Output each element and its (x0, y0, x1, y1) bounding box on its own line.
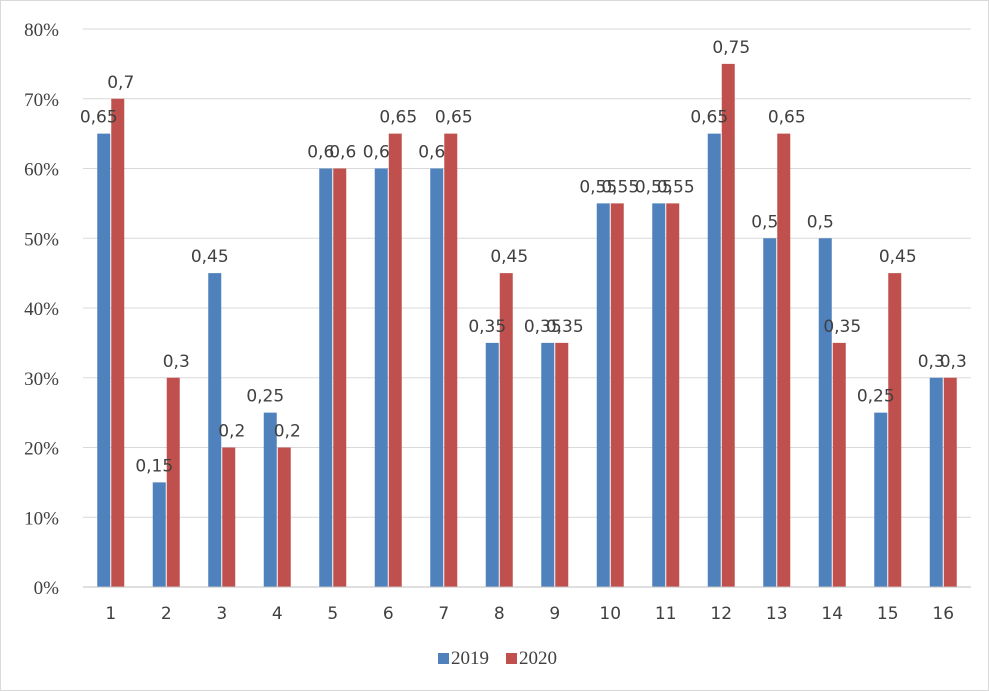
legend-label-2019: 2019 (451, 648, 489, 669)
x-tick-label: 9 (549, 604, 560, 624)
data-label: 0,65 (80, 108, 118, 128)
bar-2019-4 (263, 412, 277, 587)
bar-2019-11 (652, 203, 666, 587)
data-label: 0,7 (107, 73, 134, 93)
bar-2020-6 (388, 133, 402, 587)
data-label: 0,35 (546, 317, 584, 337)
y-tick-label: 10% (24, 508, 59, 529)
legend: 2019 2020 (438, 648, 557, 669)
bar-2019-10 (596, 203, 610, 587)
bar-2019-16 (929, 377, 943, 587)
data-label: 0,5 (807, 212, 834, 232)
y-tick-label: 40% (24, 299, 59, 320)
x-tick-label: 3 (216, 604, 227, 624)
bar-2019-1 (97, 133, 111, 587)
legend-label-2020: 2020 (519, 648, 557, 669)
data-label: 0,5 (751, 212, 778, 232)
data-label: 0,25 (246, 387, 284, 407)
bar-2020-11 (666, 203, 680, 587)
y-tick-label: 20% (24, 439, 59, 460)
bar-2019-7 (430, 168, 444, 587)
bar-2020-5 (333, 168, 347, 587)
data-label: 0,75 (712, 38, 750, 58)
bar-2020-4 (277, 447, 291, 587)
data-label: 0,65 (690, 108, 728, 128)
bars (97, 63, 957, 587)
legend-swatch-2020 (506, 653, 517, 664)
data-label: 0,45 (191, 247, 229, 267)
axes: 0%10%20%30%40%50%60%70%80%1 2 3 4 5 6 7 8 9 10 11 1… (24, 20, 971, 624)
bar-2020-16 (943, 377, 957, 587)
data-label: 0,45 (879, 247, 917, 267)
x-tick-label: 6 (383, 604, 394, 624)
bar-2020-10 (610, 203, 624, 587)
data-label: 0,55 (635, 177, 673, 197)
data-label: 0,6 (329, 143, 356, 163)
bar-2020-7 (444, 133, 458, 587)
bar-2019-5 (319, 168, 333, 587)
data-label: 0,35 (468, 317, 506, 337)
data-label: 0,3 (163, 352, 190, 372)
x-tick-label: 7 (438, 604, 449, 624)
x-tick-label: 12 (710, 604, 732, 624)
bar-2020-12 (721, 63, 735, 587)
x-tick-label: 11 (655, 604, 677, 624)
y-tick-label: 70% (24, 90, 59, 111)
y-tick-label: 80% (24, 20, 59, 41)
bar-2019-13 (763, 238, 777, 587)
bar-2020-14 (832, 342, 846, 587)
data-label: 0,3 (918, 352, 945, 372)
x-tick-label: 10 (599, 604, 621, 624)
bar-2019-14 (818, 238, 832, 587)
bar-2020-8 (499, 273, 513, 587)
data-labels: 0,650,70,150,30,450,20,250,20,60,6 0,60,6… (80, 38, 967, 477)
bar-2019-15 (874, 412, 888, 587)
data-label: 0,6 (363, 143, 390, 163)
data-label: 0,2 (274, 422, 301, 442)
x-tick-label: 1 (105, 604, 116, 624)
bar-2020-13 (777, 133, 791, 587)
bar-2020-15 (888, 273, 902, 587)
data-label: 0,55 (601, 177, 639, 197)
data-label: 0,2 (218, 422, 245, 442)
bar-2019-6 (374, 168, 388, 587)
data-label: 0,6 (418, 143, 445, 163)
bar-2019-2 (152, 482, 166, 587)
bar-2019-9 (541, 342, 555, 587)
y-tick-label: 60% (24, 160, 59, 181)
y-tick-label: 30% (24, 369, 59, 390)
bar-2020-1 (111, 98, 125, 587)
bar-2019-12 (707, 133, 721, 587)
data-label: 0,55 (579, 177, 617, 197)
data-label: 0,15 (135, 456, 173, 476)
bar-2019-3 (208, 273, 222, 587)
y-tick-label: 0% (34, 578, 60, 599)
data-label: 0,35 (823, 317, 861, 337)
x-tick-label: 13 (766, 604, 788, 624)
data-label: 0,65 (435, 108, 473, 128)
data-label: 0,25 (857, 387, 895, 407)
data-label: 0,45 (490, 247, 528, 267)
x-tick-label: 2 (161, 604, 172, 624)
x-tick-label: 15 (877, 604, 899, 624)
data-label: 0,6 (307, 143, 334, 163)
x-tick-label: 8 (494, 604, 505, 624)
bar-2020-3 (222, 447, 236, 587)
bar-2020-2 (166, 377, 180, 587)
bar-2020-9 (555, 342, 569, 587)
data-label: 0,65 (379, 108, 417, 128)
x-tick-label: 4 (272, 604, 283, 624)
legend-swatch-2019 (438, 653, 449, 664)
data-label: 0,65 (768, 108, 806, 128)
data-label: 0,3 (940, 352, 967, 372)
data-label: 0,55 (657, 177, 695, 197)
x-tick-label: 5 (327, 604, 338, 624)
y-tick-label: 50% (24, 229, 59, 250)
x-tick-label: 16 (932, 604, 954, 624)
bar-2019-8 (485, 342, 499, 587)
x-tick-label: 14 (821, 604, 843, 624)
data-label: 0,35 (524, 317, 562, 337)
